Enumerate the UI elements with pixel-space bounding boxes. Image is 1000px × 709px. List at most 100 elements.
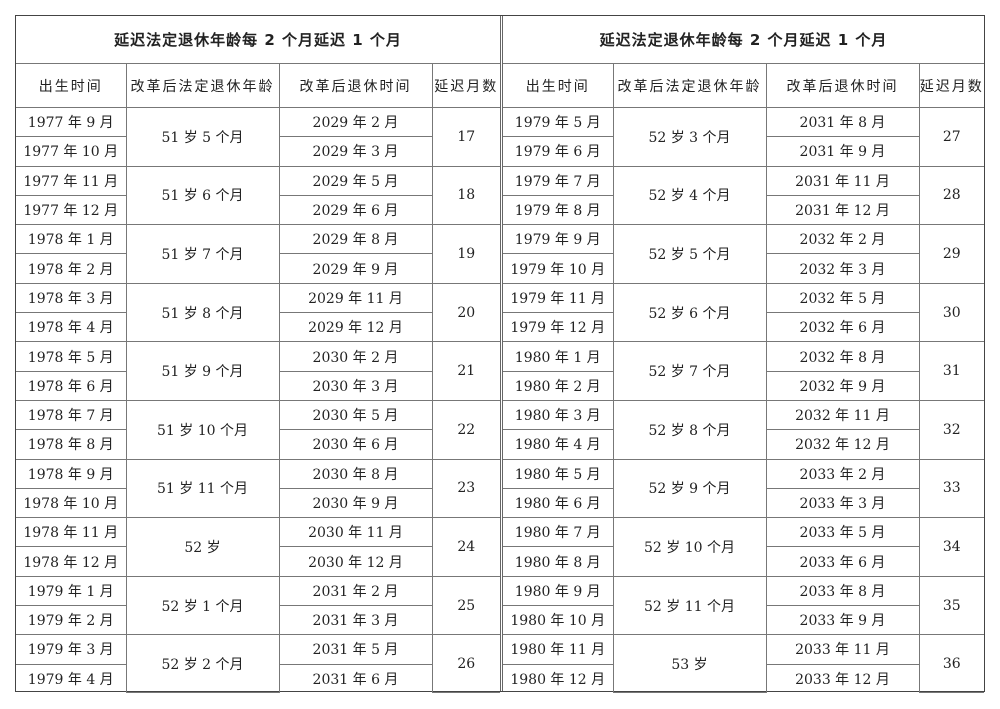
delay-months-cell: 36 <box>918 634 984 694</box>
retirement-age-cell: 52 岁 <box>125 517 280 577</box>
table-row: 1980 年 4 月 2032 年 12 月 <box>503 429 984 460</box>
retirement-time-cell: 2032 年 3 月 <box>765 253 919 284</box>
retirement-age-cell: 51 岁 6 个月 <box>125 165 280 226</box>
retirement-time-cell: 2030 年 11 月 <box>278 517 433 548</box>
birth-date-cell: 1980 年 4 月 <box>503 429 614 460</box>
table-row: 1979 年 12 月 2032 年 6 月 <box>503 312 984 343</box>
birth-date-cell: 1977 年 11 月 <box>16 165 127 196</box>
table-row: 1977 年 10 月 2029 年 3 月 <box>16 136 500 167</box>
retirement-age-cell: 51 岁 9 个月 <box>125 341 280 401</box>
birth-date-cell: 1980 年 9 月 <box>503 575 614 607</box>
retirement-age-cell: 51 岁 8 个月 <box>125 282 280 343</box>
birth-date-cell: 1978 年 12 月 <box>16 546 127 577</box>
retirement-time-cell: 2030 年 9 月 <box>278 487 432 519</box>
header-delay-months: 延迟月数 <box>918 63 984 108</box>
birth-date-cell: 1979 年 9 月 <box>503 224 614 255</box>
table-title: 延迟法定退休年龄每 2 个月延迟 1 个月 <box>503 16 984 64</box>
table-row: 1979 年 2 月 2031 年 3 月 <box>16 605 500 636</box>
birth-date-cell: 1980 年 6 月 <box>503 487 614 519</box>
retirement-time-cell: 2029 年 12 月 <box>278 312 432 343</box>
birth-date-cell: 1979 年 11 月 <box>503 282 614 314</box>
birth-date-cell: 1979 年 5 月 <box>503 106 614 138</box>
retirement-time-cell: 2032 年 6 月 <box>765 312 919 343</box>
table-row: 1980 年 7 月 52 岁 10 个月 2033 年 5 月 34 <box>503 517 984 577</box>
birth-date-cell: 1979 年 4 月 <box>16 663 127 693</box>
delay-months-cell: 27 <box>918 107 984 167</box>
header-retirement-time: 改革后退休时间 <box>278 63 433 108</box>
birth-date-cell: 1978 年 7 月 <box>16 399 127 431</box>
retirement-time-cell: 2032 年 8 月 <box>765 341 920 372</box>
birth-date-cell: 1980 年 2 月 <box>503 370 614 401</box>
birth-date-cell: 1980 年 1 月 <box>503 341 614 372</box>
retirement-age-cell: 52 岁 11 个月 <box>612 575 767 636</box>
retirement-age-cell: 52 岁 3 个月 <box>612 107 767 167</box>
retirement-time-cell: 2031 年 11 月 <box>765 165 920 196</box>
birth-date-cell: 1980 年 5 月 <box>503 458 614 489</box>
birth-date-cell: 1978 年 11 月 <box>16 517 127 548</box>
retirement-time-cell: 2033 年 9 月 <box>765 605 919 636</box>
table-row: 1979 年 1 月 52 岁 1 个月 2031 年 2 月 25 <box>16 575 500 636</box>
retirement-time-cell: 2031 年 3 月 <box>278 605 432 636</box>
right-table-panel: 延迟法定退休年龄每 2 个月延迟 1 个月 出生时间 改革后法定退休年龄 改革后… <box>503 16 984 694</box>
retirement-time-cell: 2033 年 11 月 <box>765 634 920 665</box>
table-row: 1979 年 11 月 52 岁 6 个月 2032 年 5 月 30 <box>503 282 984 343</box>
header-birth-date: 出生时间 <box>503 63 614 108</box>
header-retirement-age: 改革后法定退休年龄 <box>612 63 767 108</box>
retirement-time-cell: 2033 年 12 月 <box>765 663 919 693</box>
delay-months-cell: 35 <box>918 575 984 636</box>
table-row: 1978 年 6 月 2030 年 3 月 <box>16 370 500 401</box>
table-row: 1979 年 6 月 2031 年 9 月 <box>503 136 984 167</box>
retirement-delay-document: 延迟法定退休年龄每 2 个月延迟 1 个月 出生时间 改革后法定退休年龄 改革后… <box>15 15 985 694</box>
birth-date-cell: 1980 年 3 月 <box>503 399 614 431</box>
header-retirement-time: 改革后退休时间 <box>765 63 920 108</box>
birth-date-cell: 1980 年 11 月 <box>503 634 614 665</box>
table-row: 1978 年 9 月 51 岁 11 个月 2030 年 8 月 23 <box>16 458 500 519</box>
retirement-time-cell: 2032 年 9 月 <box>765 370 919 401</box>
retirement-time-cell: 2031 年 2 月 <box>278 575 433 607</box>
table-row: 1978 年 3 月 51 岁 8 个月 2029 年 11 月 20 <box>16 282 500 343</box>
birth-date-cell: 1979 年 3 月 <box>16 634 127 665</box>
table-row: 1978 年 4 月 2029 年 12 月 <box>16 312 500 343</box>
retirement-time-cell: 2030 年 2 月 <box>278 341 433 372</box>
delay-months-cell: 29 <box>918 224 984 284</box>
delay-months-cell: 18 <box>431 165 500 226</box>
retirement-time-cell: 2033 年 2 月 <box>765 458 920 489</box>
birth-date-cell: 1978 年 4 月 <box>16 312 127 343</box>
table-row: 1979 年 10 月 2032 年 3 月 <box>503 253 984 284</box>
retirement-age-cell: 52 岁 10 个月 <box>612 517 767 577</box>
table-row: 1978 年 12 月 2030 年 12 月 <box>16 546 500 577</box>
retirement-time-cell: 2031 年 9 月 <box>765 136 919 167</box>
retirement-age-cell: 51 岁 11 个月 <box>125 458 280 519</box>
delay-months-cell: 31 <box>918 341 984 401</box>
retirement-time-cell: 2029 年 5 月 <box>278 165 433 196</box>
retirement-time-cell: 2033 年 6 月 <box>765 546 919 577</box>
retirement-age-cell: 52 岁 5 个月 <box>612 224 767 284</box>
delay-months-cell: 25 <box>431 575 500 636</box>
retirement-time-cell: 2031 年 12 月 <box>765 194 919 226</box>
birth-date-cell: 1979 年 2 月 <box>16 605 127 636</box>
delay-months-cell: 26 <box>431 634 500 694</box>
birth-date-cell: 1978 年 8 月 <box>16 429 127 460</box>
birth-date-cell: 1979 年 12 月 <box>503 312 614 343</box>
retirement-age-cell: 51 岁 5 个月 <box>125 107 280 167</box>
retirement-time-cell: 2032 年 12 月 <box>765 429 919 460</box>
retirement-time-cell: 2033 年 5 月 <box>765 517 920 548</box>
retirement-age-cell: 52 岁 1 个月 <box>125 575 280 636</box>
delay-months-cell: 34 <box>918 517 984 577</box>
retirement-age-cell: 52 岁 7 个月 <box>612 341 767 401</box>
retirement-time-cell: 2029 年 2 月 <box>278 106 433 138</box>
table-row: 1977 年 9 月 51 岁 5 个月 2029 年 2 月 17 <box>16 106 500 167</box>
delay-months-cell: 28 <box>918 165 984 226</box>
table-row: 1980 年 12 月 2033 年 12 月 <box>503 663 984 693</box>
birth-date-cell: 1978 年 2 月 <box>16 253 127 284</box>
birth-date-cell: 1979 年 1 月 <box>16 575 127 607</box>
retirement-age-cell: 51 岁 7 个月 <box>125 224 280 284</box>
retirement-table-right: 延迟法定退休年龄每 2 个月延迟 1 个月 出生时间 改革后法定退休年龄 改革后… <box>503 16 984 694</box>
table-row: 1978 年 8 月 2030 年 6 月 <box>16 429 500 460</box>
delay-months-cell: 24 <box>431 517 500 577</box>
retirement-time-cell: 2033 年 8 月 <box>765 575 920 607</box>
retirement-time-cell: 2031 年 6 月 <box>278 663 432 693</box>
delay-months-cell: 21 <box>431 341 500 401</box>
table-row: 1978 年 10 月 2030 年 9 月 <box>16 487 500 519</box>
table-row: 1978 年 7 月 51 岁 10 个月 2030 年 5 月 22 <box>16 399 500 460</box>
